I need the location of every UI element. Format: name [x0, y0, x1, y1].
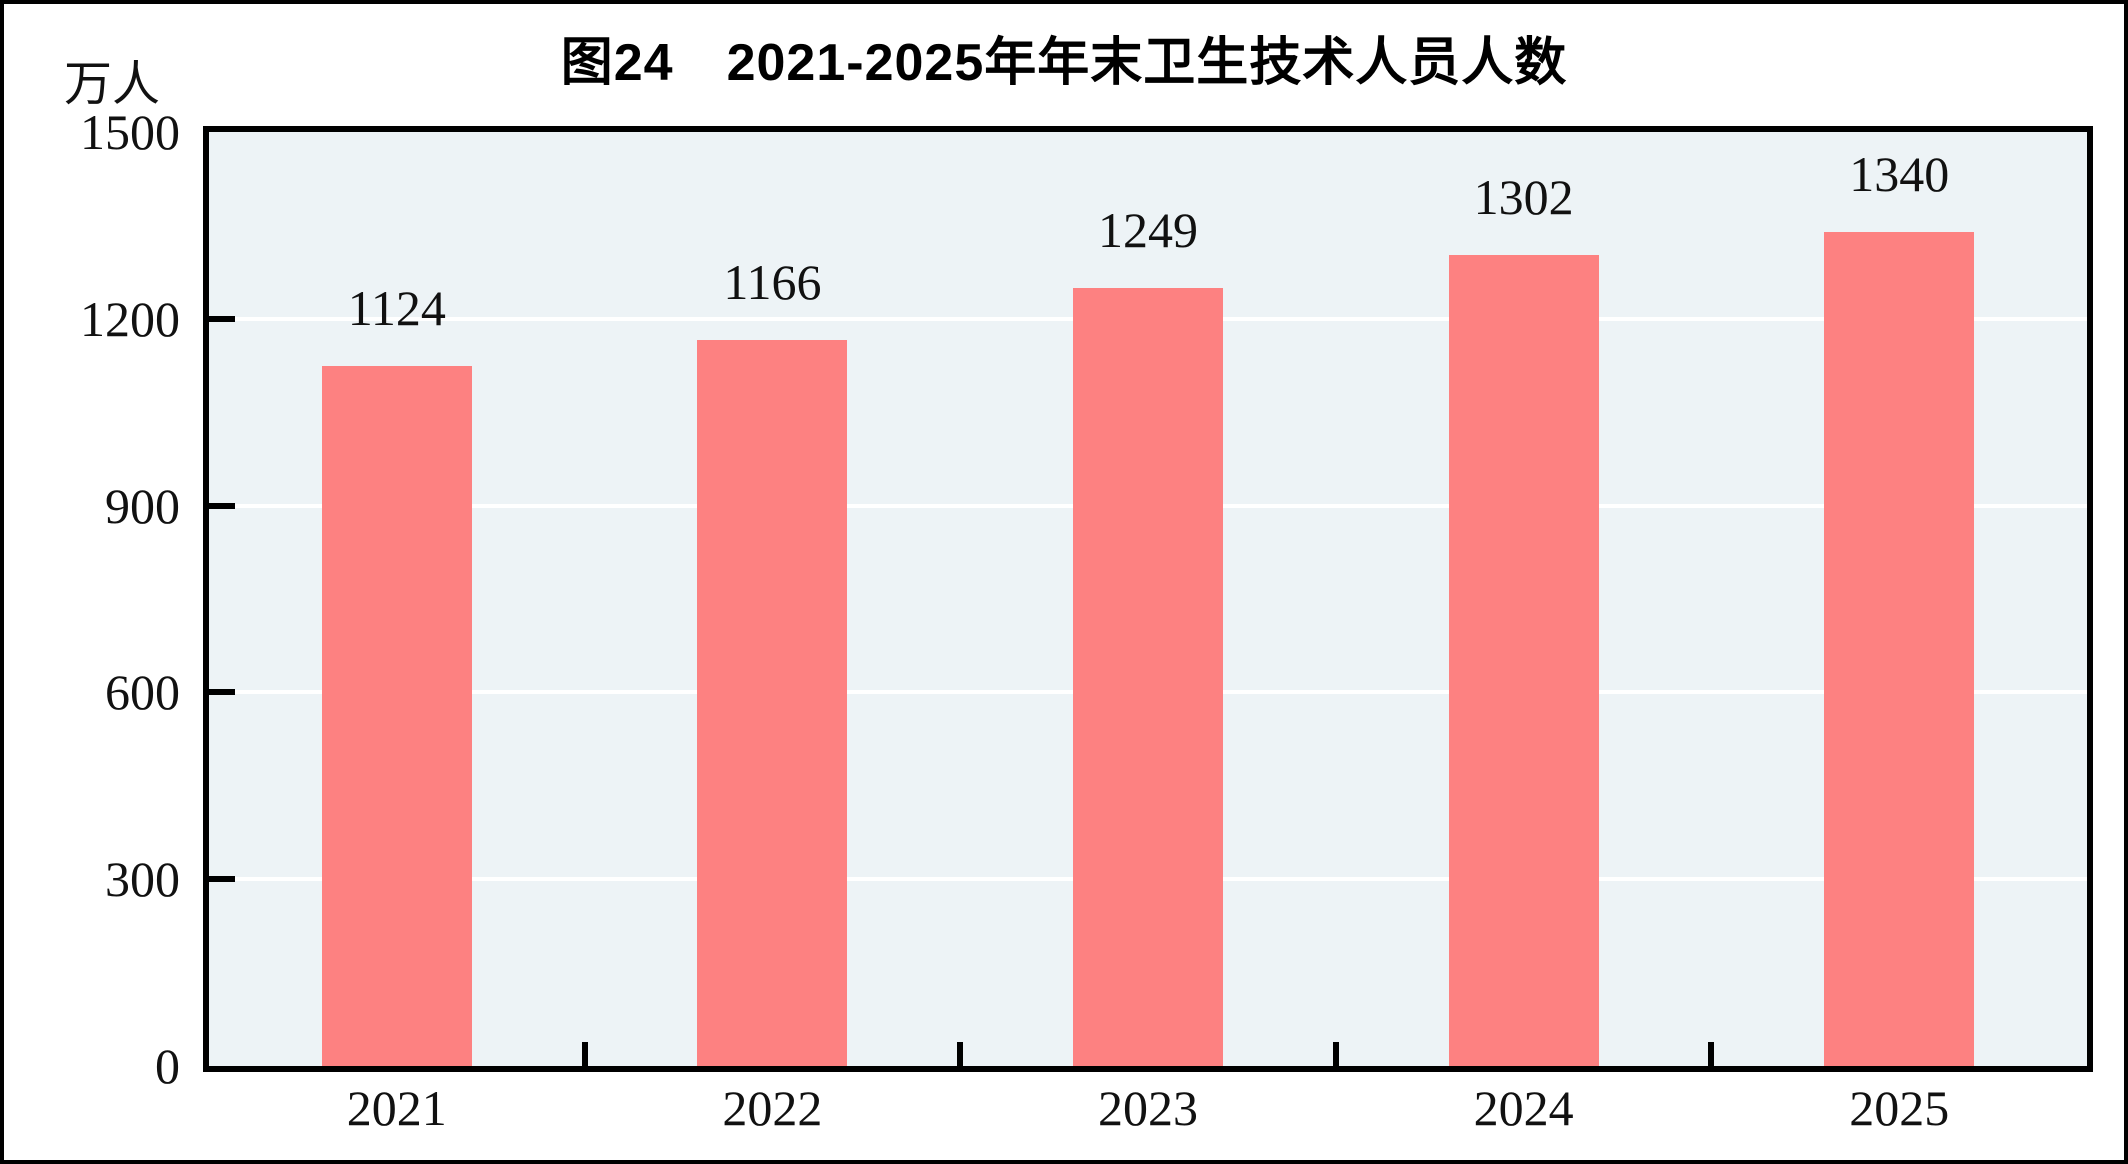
- bar-value-label: 1124: [347, 280, 446, 337]
- y-tick-label: 300: [105, 851, 180, 908]
- bar-2023: [1073, 288, 1223, 1066]
- y-axis-tick: [209, 315, 235, 322]
- y-axis-tick: [209, 502, 235, 509]
- x-tick-label-2023: 2023: [1098, 1080, 1198, 1136]
- bar-2024: [1448, 255, 1599, 1066]
- y-tick-label: 600: [105, 664, 180, 721]
- bar-2022: [697, 339, 848, 1066]
- chart-title: 图24 2021-2025年年末卫生技术人员人数: [560, 34, 1568, 92]
- bar-2021: [321, 366, 472, 1066]
- bar-2025: [1824, 231, 1975, 1066]
- y-axis-tick: [209, 689, 235, 696]
- x-axis-tick: [1708, 1042, 1715, 1066]
- bar-value-label: 1302: [1473, 169, 1574, 226]
- y-tick-label: 0: [155, 1038, 180, 1094]
- x-tick-label-2022: 2022: [722, 1080, 823, 1136]
- y-tick-label: 1500: [80, 104, 180, 160]
- bar-value-label: 1166: [723, 253, 822, 310]
- plot-area: 1124 1166 1249 1302 1340: [209, 132, 2087, 1066]
- x-tick-label-2024: 2024: [1473, 1080, 1574, 1136]
- x-tick-label-2021: 2021: [346, 1080, 447, 1136]
- x-axis-tick: [1332, 1042, 1339, 1066]
- x-tick-label-2025: 2025: [1849, 1080, 1950, 1136]
- x-axis-tick: [957, 1042, 964, 1066]
- y-axis-unit-label: 万人: [64, 58, 161, 111]
- bar-value-label: 1340: [1849, 145, 1950, 202]
- y-axis-tick: [209, 876, 235, 883]
- bar-value-label: 1249: [1098, 202, 1198, 259]
- x-axis-tick: [581, 1042, 588, 1066]
- y-tick-label: 1200: [80, 290, 180, 347]
- y-tick-label: 900: [105, 477, 180, 534]
